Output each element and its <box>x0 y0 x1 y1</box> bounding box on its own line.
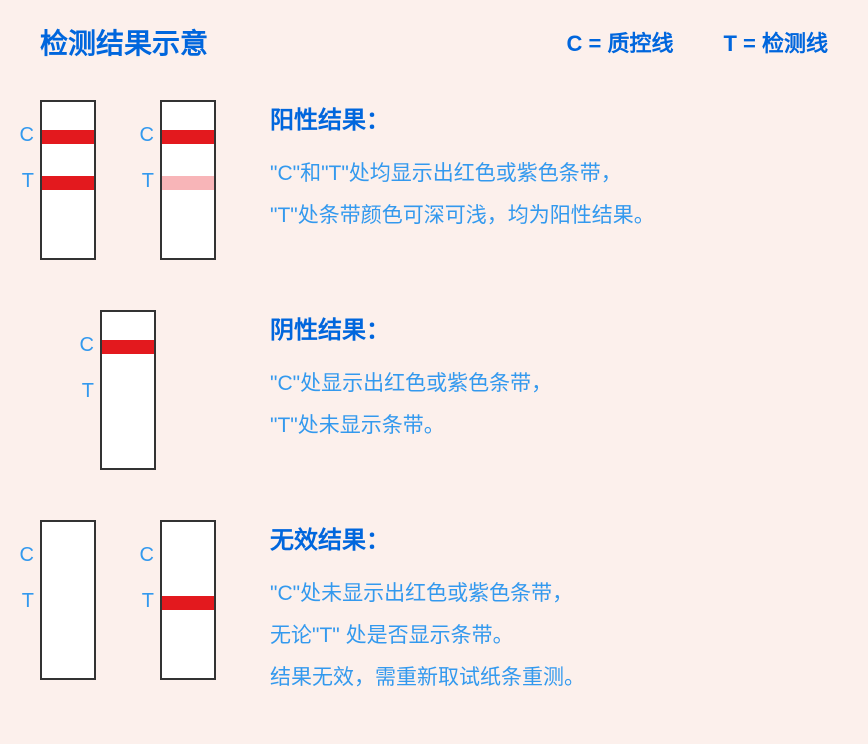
test-strip <box>100 310 156 470</box>
desc-line: "C"处未显示出红色或紫色条带， <box>270 573 838 615</box>
t-band <box>162 596 214 610</box>
desc-negative: 阴性结果： "C"处显示出红色或紫色条带， "T"处未显示条带。 <box>270 310 868 490</box>
desc-line: "T"处未显示条带。 <box>270 405 838 447</box>
c-label: C <box>14 124 34 147</box>
desc-line: "T"处条带颜色可深可浅，均为阳性结果。 <box>270 195 838 237</box>
c-label: C <box>134 124 154 147</box>
legend: C = 质控线 T = 检测线 <box>567 26 828 58</box>
t-label: T <box>134 170 154 193</box>
strips-negative: C T <box>0 310 270 490</box>
result-title: 无效结果： <box>270 520 838 555</box>
t-label: T <box>14 170 34 193</box>
section-positive: C T C T 阳性结果： "C"和"T"处均显示出红色或紫色条带， "T"处条… <box>0 100 868 280</box>
t-band <box>42 176 94 190</box>
section-invalid: C T C T 无效结果： "C"处未显示出红色或紫色条带， 无论"T" 处是否… <box>0 520 868 720</box>
test-strip <box>40 100 96 260</box>
c-band <box>102 340 154 354</box>
test-strip <box>160 100 216 260</box>
page-title: 检测结果示意 <box>40 22 208 62</box>
c-label: C <box>14 544 34 567</box>
desc-line: "C"和"T"处均显示出红色或紫色条带， <box>270 153 838 195</box>
legend-t: T = 检测线 <box>723 26 828 58</box>
desc-line: 无论"T" 处是否显示条带。 <box>270 615 838 657</box>
desc-positive: 阳性结果： "C"和"T"处均显示出红色或紫色条带， "T"处条带颜色可深可浅，… <box>270 100 868 280</box>
desc-invalid: 无效结果： "C"处未显示出红色或紫色条带， 无论"T" 处是否显示条带。 结果… <box>270 520 868 720</box>
test-strip <box>160 520 216 680</box>
desc-line: "C"处显示出红色或紫色条带， <box>270 363 838 405</box>
c-label: C <box>134 544 154 567</box>
result-title: 阳性结果： <box>270 100 838 135</box>
t-label: T <box>14 590 34 613</box>
t-label: T <box>74 380 94 403</box>
c-band <box>42 130 94 144</box>
strips-invalid: C T C T <box>0 520 270 720</box>
strips-positive: C T C T <box>0 100 270 280</box>
test-strip <box>40 520 96 680</box>
header: 检测结果示意 C = 质控线 T = 检测线 <box>40 22 828 62</box>
t-label: T <box>134 590 154 613</box>
desc-line: 结果无效，需重新取试纸条重测。 <box>270 657 838 699</box>
result-title: 阴性结果： <box>270 310 838 345</box>
t-band <box>162 176 214 190</box>
c-band <box>162 130 214 144</box>
legend-c: C = 质控线 <box>567 26 674 58</box>
c-label: C <box>74 334 94 357</box>
section-negative: C T 阴性结果： "C"处显示出红色或紫色条带， "T"处未显示条带。 <box>0 310 868 490</box>
